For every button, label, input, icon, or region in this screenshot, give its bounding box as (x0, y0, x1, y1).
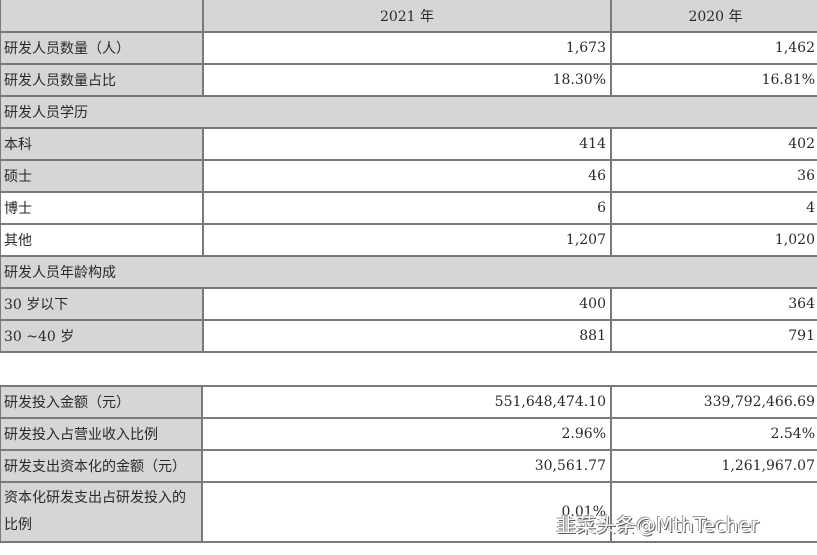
section-row: 研发人员学历 (0, 95, 817, 129)
value-2021: 0.01% (201, 481, 612, 543)
value-2021: 1,673 (202, 31, 612, 65)
value-2021: 881 (202, 319, 612, 353)
value-2021: 18.30% (202, 63, 612, 97)
row-label: 博士 (0, 191, 204, 225)
value-2020: 36 (610, 159, 817, 193)
value-2020 (610, 481, 817, 543)
value-2020: 16.81% (610, 63, 817, 97)
header-2021: 2021 年 (202, 0, 612, 33)
header-2020: 2020 年 (610, 0, 817, 33)
row-label: 30 岁以下 (0, 287, 204, 321)
table-row: 研发投入占营业收入比例 2.96% 2.54% 2.84% (0, 417, 817, 451)
value-2020: 791 (610, 319, 817, 353)
watermark-text: 韭菜头条@MthTecher (556, 513, 760, 537)
table-row: 研发支出资本化的金额（元） 30,561.77 1,261,967.07 355… (0, 449, 817, 483)
section-row: 研发人员年龄构成 (0, 255, 817, 289)
value-2021: 30,561.77 (201, 449, 612, 483)
header-row: 2021 年 2020 年 变动比例 (0, 0, 817, 33)
row-label: 研发投入占营业收入比例 (0, 417, 203, 451)
row-label: 硕士 (0, 159, 204, 193)
table-row: 其他 1,207 1,020 18.33% (0, 223, 817, 257)
section-education: 研发人员学历 (0, 95, 817, 129)
value-2020: 4 (610, 191, 817, 225)
value-2021: 46 (202, 159, 612, 193)
value-2021: 414 (202, 127, 612, 161)
value-2021: 400 (202, 287, 612, 321)
header-blank (0, 0, 204, 33)
value-2020: 1,020 (610, 223, 817, 257)
value-2021: 6 (202, 191, 612, 225)
row-label: 30 ~40 岁 (0, 319, 204, 353)
row-label: 资本化研发支出占研发投入的比例 (0, 481, 203, 543)
row-label: 研发投入金额（元） (0, 385, 203, 419)
rd-personnel-table: 2021 年 2020 年 变动比例 研发人员数量（人） 1,673 1,462… (0, 0, 817, 353)
table-row: 博士 6 4 50.00% (0, 191, 817, 225)
section-age: 研发人员年龄构成 (0, 255, 817, 289)
value-2020: 1,462 (610, 31, 817, 65)
table-row: 本科 414 402 2.99% (0, 127, 817, 161)
value-2020: 339,792,466.69 (610, 385, 817, 419)
row-label: 其他 (0, 223, 204, 257)
table-row: 资本化研发支出占研发投入的比例 0.01% (0, 481, 817, 543)
value-2020: 402 (610, 127, 817, 161)
value-2020: 1,261,967.07 (610, 449, 817, 483)
row-label: 研发人员数量占比 (0, 63, 204, 97)
table-row: 研发人员数量（人） 1,673 1,462 14.43% (0, 31, 817, 65)
rd-investment-table: 研发投入金额（元） 551,648,474.10 339,792,466.69 … (0, 385, 817, 543)
row-label: 研发人员数量（人） (0, 31, 204, 65)
table-row: 30 ~40 岁 881 791 11.38% (0, 319, 817, 353)
table-row: 研发投入金额（元） 551,648,474.10 339,792,466.69 … (0, 385, 817, 419)
row-label: 本科 (0, 127, 204, 161)
value-2021: 1,207 (202, 223, 612, 257)
table-row: 硕士 46 36 27.78% (0, 159, 817, 193)
value-2020: 2.54% (610, 417, 817, 451)
row-label: 研发支出资本化的金额（元） (0, 449, 203, 483)
value-2021: 551,648,474.10 (201, 385, 612, 419)
value-2020: 364 (610, 287, 817, 321)
table-row: 研发人员数量占比 18.30% 16.81% 1.49% (0, 63, 817, 97)
table-row: 30 岁以下 400 364 9.89% (0, 287, 817, 321)
value-2021: 2.96% (201, 417, 612, 451)
